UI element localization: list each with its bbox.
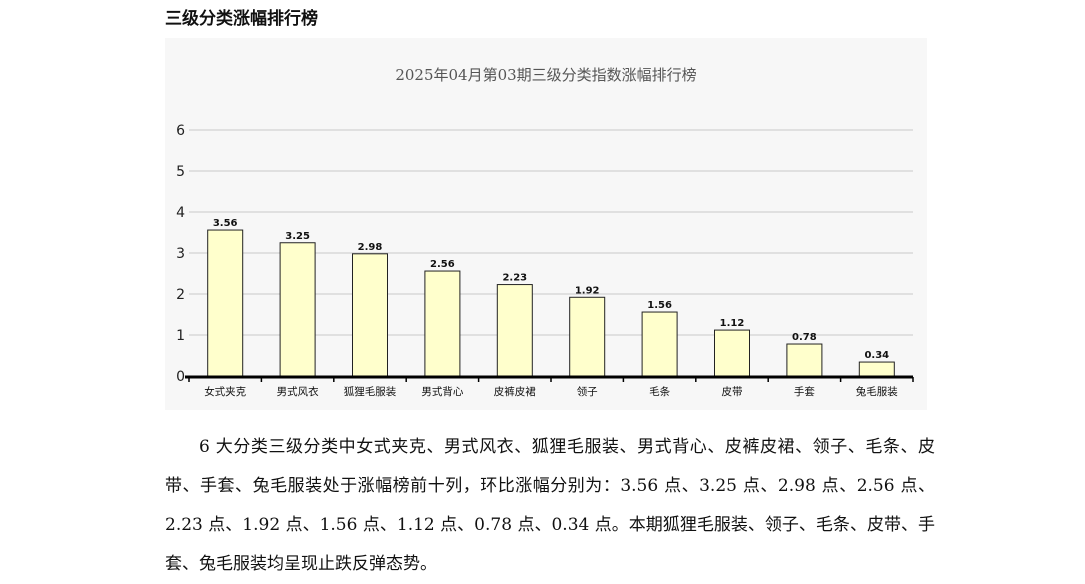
section-heading: 三级分类涨幅排行榜 [165, 9, 318, 29]
x-axis-ticks: 女式夹克 男式风衣 狐狸毛服装 男式背心 皮裤皮裙 领子 毛条 皮带 手套 兔毛服装 [204, 385, 898, 398]
data-label: 1.92 [575, 285, 600, 296]
x-tick-label: 手套 [794, 385, 815, 398]
chart-title: 2025年04月第03期三级分类指数涨幅排行榜 [395, 66, 696, 84]
y-tick-label: 1 [176, 328, 185, 344]
bar [424, 270, 461, 377]
bar-chart: 2025年04月第03期三级分类指数涨幅排行榜 0 1 2 3 4 5 6 3.56 3.25… [176, 66, 914, 398]
y-tick-label: 4 [176, 205, 185, 221]
data-label: 2.98 [358, 242, 383, 253]
summary-paragraph: 6 大分类三级分类中女式夹克、男式风衣、狐狸毛服装、男式背心、皮裤皮裙、领子、毛… [165, 437, 935, 574]
x-tick-label: 女式夹克 [204, 385, 246, 398]
data-label: 1.12 [720, 318, 745, 329]
data-label: 1.56 [647, 300, 672, 311]
y-tick-label: 6 [176, 123, 185, 139]
x-tick-label: 毛条 [649, 385, 670, 398]
data-label: 0.78 [792, 332, 817, 343]
x-axis [185, 375, 914, 382]
x-tick-label: 领子 [577, 385, 598, 398]
y-tick-label: 5 [176, 164, 185, 180]
data-label: 3.25 [285, 231, 310, 242]
x-tick-label: 男式背心 [421, 385, 463, 398]
data-labels: 3.56 3.25 2.98 2.56 2.23 1.92 1.56 1.12 0.78 0.34 [213, 218, 889, 361]
y-tick-label: 3 [176, 246, 185, 262]
y-tick-label: 0 [176, 369, 185, 385]
bar [714, 329, 750, 377]
bar [641, 311, 678, 377]
data-label: 2.23 [502, 273, 527, 284]
bar [207, 229, 244, 377]
x-tick-label: 男式风衣 [277, 385, 319, 398]
bar [279, 242, 316, 377]
y-axis-ticks: 0 1 2 3 4 5 6 [176, 123, 185, 385]
bar-chart-panel: 2025年04月第03期三级分类指数涨幅排行榜 0 1 2 3 4 5 6 3.56 3.25… [165, 38, 927, 410]
data-label: 2.56 [430, 259, 455, 270]
bar [786, 343, 823, 377]
x-tick-label: 皮裤皮裙 [494, 385, 536, 398]
bar [496, 284, 533, 377]
data-label: 0.34 [864, 350, 889, 361]
y-tick-label: 2 [176, 287, 185, 303]
x-tick-label: 狐狸毛服装 [344, 385, 397, 398]
bar [569, 296, 606, 377]
bar [352, 253, 388, 377]
bar [858, 361, 895, 377]
data-label: 3.56 [213, 218, 238, 229]
bars [207, 229, 895, 377]
x-tick-label: 皮带 [722, 385, 743, 398]
x-tick-label: 兔毛服装 [856, 385, 898, 398]
